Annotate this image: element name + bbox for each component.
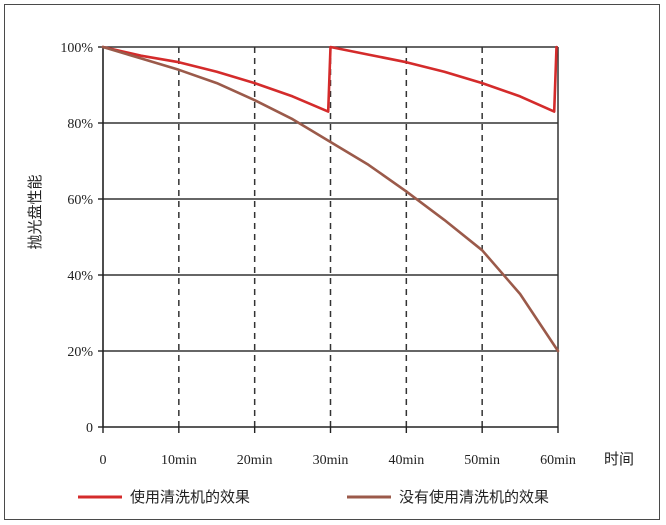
x-tick-label-1: 10min: [161, 453, 197, 468]
series-lines: [101, 45, 560, 353]
chart-frame: [4, 4, 660, 520]
y-tick-labels: 0 20% 40% 60% 80% 100%: [60, 41, 93, 436]
legend: 使用清洗机的效果 没有使用清洗机的效果: [78, 488, 549, 506]
legend-label-1: 没有使用清洗机的效果: [399, 488, 549, 506]
y-tick-label-2: 40%: [67, 269, 93, 284]
x-tick-label-5: 50min: [464, 453, 500, 468]
x-tick-label-0: 0: [100, 453, 107, 468]
x-tick-label-6: 60min: [540, 453, 576, 468]
x-tick-label-2: 20min: [237, 453, 273, 468]
y-tick-label-1: 20%: [67, 345, 93, 360]
x-tick-labels: 0 10min 20min 30min 40min 50min 60min: [100, 453, 576, 468]
axes: [98, 46, 559, 433]
y-tick-label-3: 60%: [67, 193, 93, 208]
x-tick-label-4: 40min: [388, 453, 424, 468]
x-axis-label: 时间: [604, 450, 634, 468]
y-tick-label-4: 80%: [67, 117, 93, 132]
legend-label-0: 使用清洗机的效果: [130, 488, 250, 506]
y-tick-label-0: 0: [86, 421, 93, 436]
x-tick-label-3: 30min: [313, 453, 349, 468]
y-tick-label-5: 100%: [60, 41, 93, 56]
series-line-1: [101, 45, 560, 353]
series-line-0: [101, 45, 558, 113]
y-axis-label: 抛光盘性能: [26, 174, 44, 249]
vertical-gridlines: [178, 47, 559, 427]
